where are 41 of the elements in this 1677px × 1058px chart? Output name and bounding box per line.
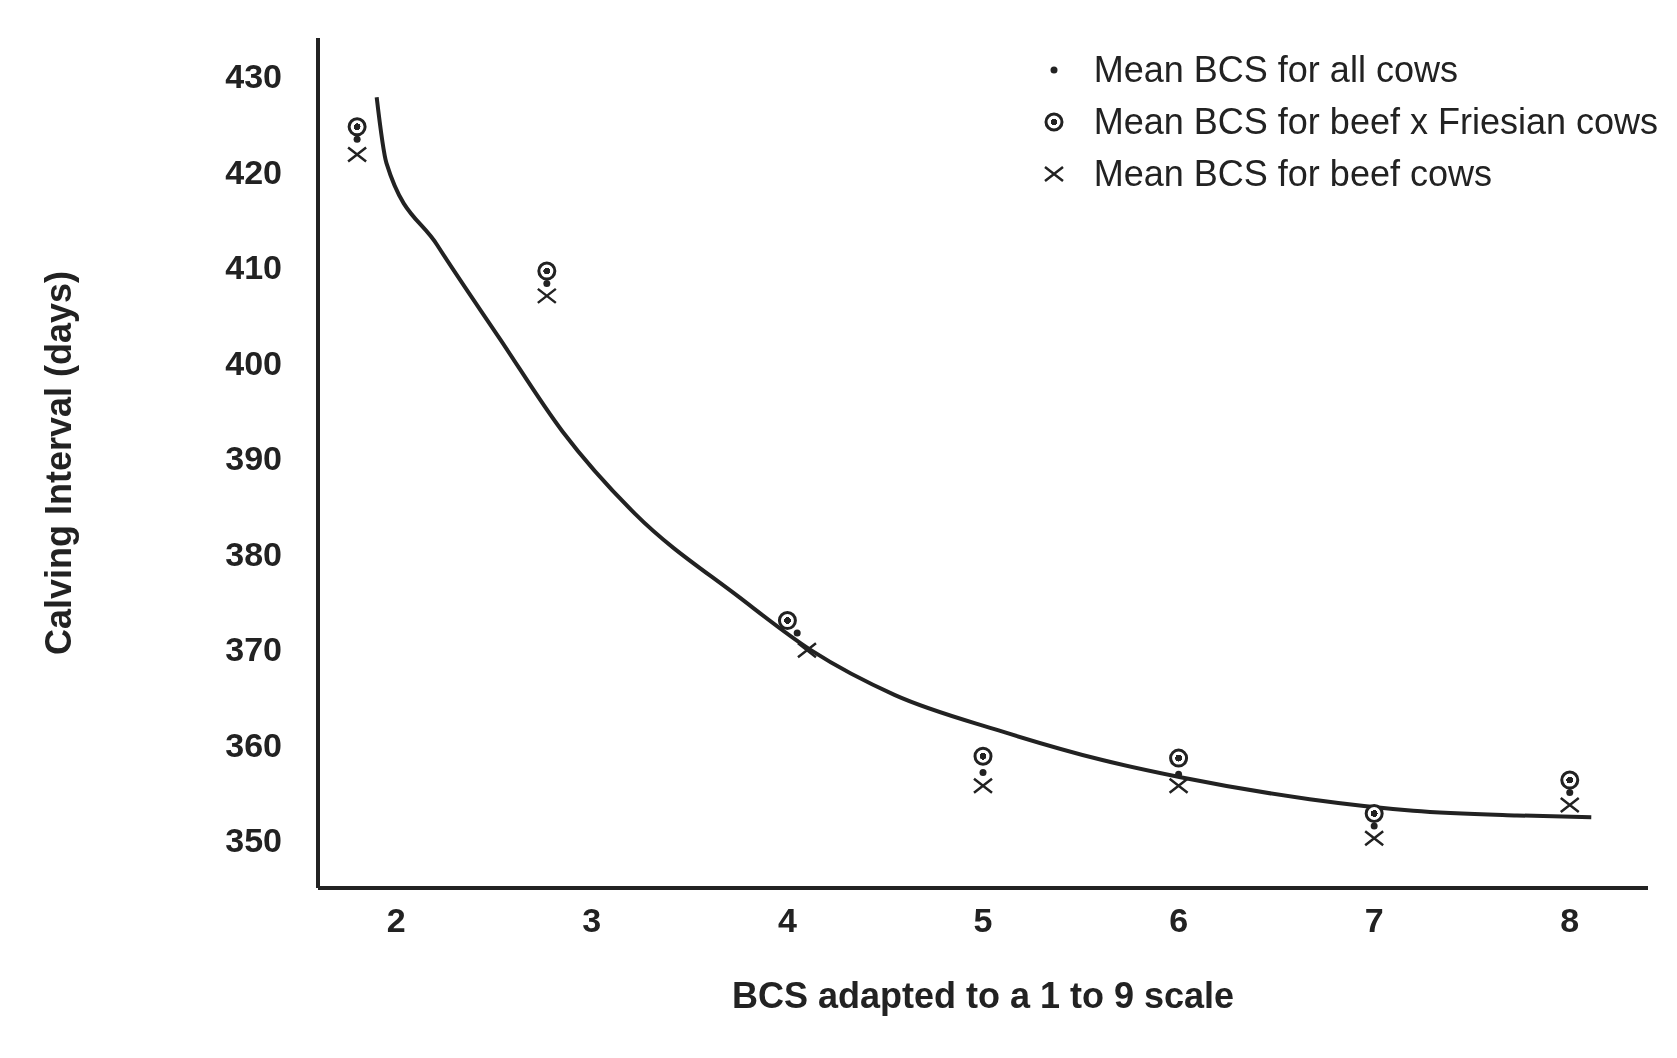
y-tick-label: 430 [225, 57, 282, 96]
point [543, 279, 551, 287]
point [536, 287, 558, 305]
point [972, 777, 994, 795]
point [1168, 777, 1189, 795]
point [1559, 796, 1581, 814]
y-tick-label: 350 [225, 821, 282, 860]
point [979, 768, 987, 776]
point [1364, 804, 1384, 824]
x-tick-label: 6 [1169, 901, 1189, 940]
y-tick-label: 380 [225, 534, 282, 573]
point [537, 261, 557, 281]
y-axis-title: Calving Interval (days) [37, 270, 79, 656]
legend-label: Mean BCS for beef x Friesian cows [1093, 100, 1658, 144]
legend-label: Mean BCS for beef cows [1093, 152, 1492, 196]
point [1363, 830, 1385, 847]
x-tick-label: 3 [582, 901, 602, 940]
point [346, 146, 368, 163]
x-tick-label: 7 [1364, 901, 1384, 940]
legend-label: Mean BCS for all cows [1093, 48, 1458, 92]
point [793, 629, 801, 637]
point [777, 611, 797, 631]
point [973, 746, 993, 766]
point [796, 641, 818, 659]
x-tick-label: 5 [973, 901, 993, 940]
x-tick-label: 2 [386, 901, 406, 940]
point [347, 117, 367, 137]
y-tick-label: 360 [225, 725, 282, 764]
point [1370, 822, 1378, 830]
point [353, 135, 361, 143]
x-axis-title: BCS adapted to a 1 to 9 scale [731, 975, 1235, 1016]
x-tick-label: 4 [777, 901, 797, 940]
y-tick-label: 390 [225, 439, 282, 478]
y-tick-label: 410 [225, 248, 282, 287]
point [1560, 770, 1580, 790]
point [1169, 748, 1189, 768]
point [1566, 788, 1574, 796]
y-tick-label: 370 [225, 630, 282, 669]
y-tick-label: 420 [225, 152, 282, 191]
x-tick-label: 8 [1560, 901, 1580, 940]
y-tick-label: 400 [225, 343, 282, 382]
